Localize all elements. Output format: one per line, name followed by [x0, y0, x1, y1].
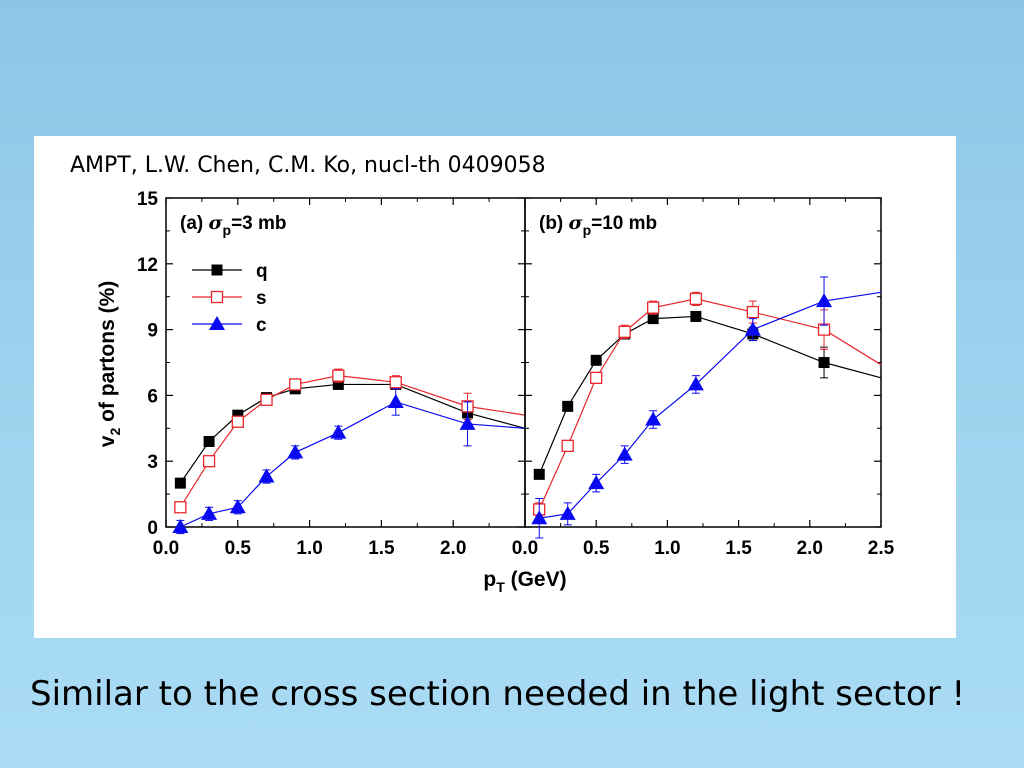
panel-a: 0 3 6 9 12 15 0.0 0.5 1.0 1.5 2.0 (a) σp=3 mb qsc [137, 189, 526, 559]
x-tick-label: 2.5 [868, 538, 895, 559]
x-tick-label: 0.0 [153, 538, 179, 559]
data-point-s [389, 376, 402, 389]
data-point-s [260, 393, 273, 406]
data-point-q [533, 468, 545, 480]
series-s [533, 291, 882, 517]
data-point-q [174, 477, 186, 489]
data-point-c [616, 446, 633, 461]
y-tick-label: 12 [137, 255, 158, 276]
data-point-c [258, 468, 275, 483]
panel-frame [165, 197, 526, 528]
data-point-c [744, 321, 761, 336]
data-point-c [172, 519, 189, 533]
x-tick-label: 2.0 [440, 538, 466, 559]
data-point-c [531, 510, 548, 525]
data-point-s [746, 305, 759, 319]
data-point-q [332, 378, 344, 390]
data-point-c [287, 444, 304, 459]
data-point-q [203, 435, 215, 447]
data-point-c [459, 415, 476, 430]
x-tick-label: 1.0 [296, 538, 322, 559]
y-axis-title: v2 of partons (%) [96, 281, 123, 447]
data-point-s [231, 415, 244, 428]
data-point-c [559, 505, 576, 520]
y-tick-label: 0 [147, 518, 158, 539]
slide-caption: Similar to the cross section needed in t… [30, 674, 966, 714]
data-point-q [647, 313, 659, 325]
data-point-s [647, 301, 660, 314]
data-point-s [561, 439, 574, 452]
series-s [174, 368, 526, 514]
data-point-s [590, 371, 603, 385]
x-tick-label: 1.5 [725, 538, 752, 559]
data-point-s [332, 369, 345, 382]
data-point-q [690, 310, 702, 322]
citation-text: AMPT, L.W. Chen, C.M. Ko, nucl-th 040905… [70, 153, 546, 178]
y-tick-label: 15 [137, 189, 159, 210]
panel-label: (a) σp=3 mb [180, 212, 287, 238]
panel-b: 0.0 0.5 1.0 1.5 2.0 2.5 (b) σp=10 mb [512, 197, 895, 559]
data-point-q [818, 357, 830, 368]
y-tick-label: 9 [147, 321, 158, 342]
data-point-s [817, 323, 831, 336]
x-tick-label: 2.0 [797, 538, 823, 559]
data-point-s [689, 292, 703, 306]
data-point-c [387, 393, 404, 408]
data-point-s [202, 455, 216, 468]
data-point-q [590, 354, 602, 366]
data-point-c [687, 376, 704, 391]
data-point-s [618, 325, 631, 338]
x-tick-label: 0.5 [225, 538, 252, 559]
legend-marker-c [209, 316, 225, 330]
x-tick-label: 0.5 [583, 538, 610, 559]
data-point-q [232, 409, 244, 421]
legend-marker-s [210, 290, 224, 304]
series-c [531, 276, 882, 539]
panel-label: (b) σp=10 mb [539, 212, 657, 238]
x-axis-title: pT (GeV) [483, 568, 566, 595]
legend-marker-q [211, 264, 223, 276]
v2-chart: 0 3 6 9 12 15 0.0 0.5 1.0 1.5 2.0 (a) σp=3 mb qsc 0.0… [96, 189, 895, 595]
data-point-q [562, 400, 574, 412]
data-point-c [816, 293, 833, 308]
series-c [172, 388, 526, 535]
legend-label-q: q [256, 261, 268, 282]
x-tick-label: 1.0 [654, 538, 680, 559]
series-line-q [179, 383, 526, 484]
legend-label-c: c [256, 315, 267, 336]
data-point-c [330, 424, 347, 439]
series-line-s [179, 375, 526, 508]
data-point-c [645, 411, 662, 426]
series-q [533, 310, 882, 480]
y-tick-label: 6 [147, 386, 158, 407]
legend-label-s: s [256, 288, 267, 309]
data-point-s [289, 378, 302, 391]
data-point-c [201, 505, 218, 520]
series-q [174, 378, 526, 489]
legend: qsc [192, 261, 268, 336]
data-point-c [588, 475, 605, 490]
x-tick-label: 0.0 [512, 538, 538, 559]
figure-panel [34, 136, 956, 638]
x-tick-label: 1.5 [368, 538, 395, 559]
data-point-s [174, 501, 187, 514]
series-line-q [538, 315, 882, 475]
y-tick-label: 3 [147, 452, 158, 473]
data-point-c [229, 499, 246, 514]
